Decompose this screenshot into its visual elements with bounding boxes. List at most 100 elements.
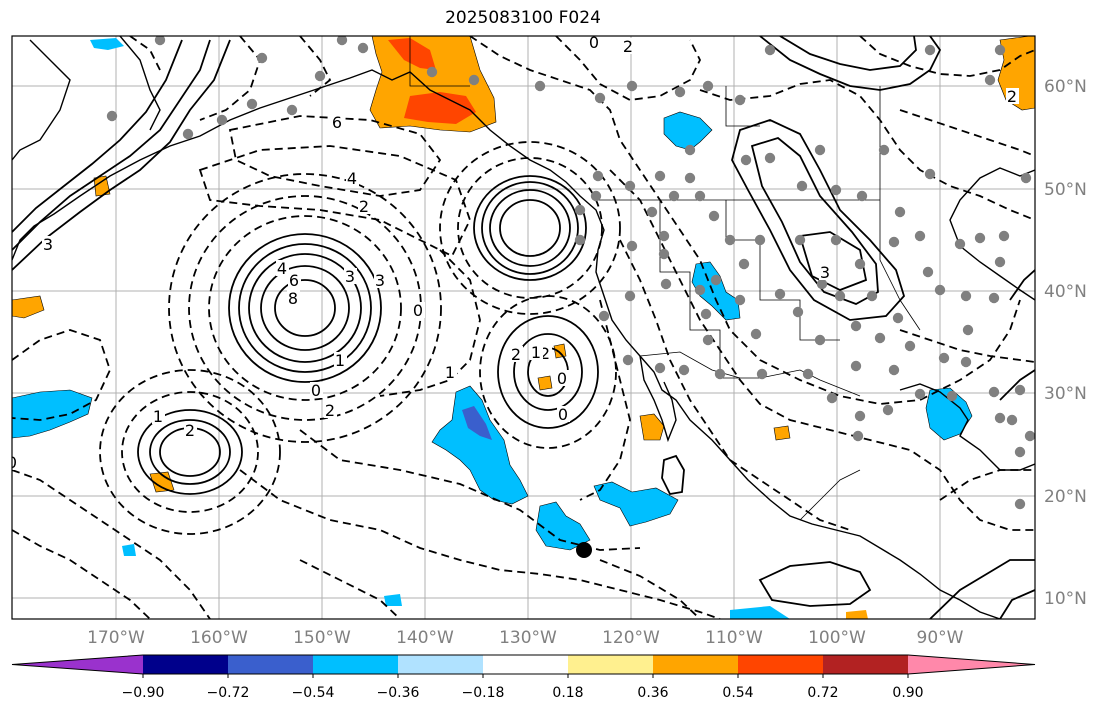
station-dot <box>994 412 1006 424</box>
station-dot <box>708 210 720 222</box>
station-dot <box>668 190 680 202</box>
lon-label: 160°W <box>190 628 248 648</box>
contour-label-bg <box>344 268 357 284</box>
contour-label-bg <box>346 170 359 186</box>
contour-label: 2 <box>623 37 633 56</box>
station-dot <box>830 234 842 246</box>
contour-label: 1 <box>335 351 345 370</box>
map-panel <box>12 36 1035 619</box>
colorbar-tick-label: 0.90 <box>892 685 923 701</box>
station-dot <box>678 364 690 376</box>
station-dot <box>984 74 996 86</box>
station-dot <box>182 128 194 140</box>
coastlines <box>12 36 1035 619</box>
station-dot <box>994 44 1006 56</box>
station-dot <box>764 152 776 164</box>
lat-label: 10°N <box>1044 589 1087 609</box>
lon-label: 110°W <box>705 628 763 648</box>
station-dot <box>816 278 828 290</box>
station-dot <box>988 386 1000 398</box>
station-dot <box>590 190 602 202</box>
contour-label-bg <box>412 302 425 318</box>
station-markers <box>106 36 1035 510</box>
station-dot <box>934 284 946 296</box>
colorbar-tick-label: 0.18 <box>552 685 583 701</box>
graticule <box>12 36 1035 619</box>
station-dot <box>574 234 586 246</box>
contour-label-bg <box>12 454 19 470</box>
storm-marker <box>576 542 592 558</box>
colorbar-segment <box>738 655 823 674</box>
contour-label-bg <box>331 114 344 130</box>
lon-label: 120°W <box>602 628 660 648</box>
station-dot <box>962 324 974 336</box>
station-dot <box>654 362 666 374</box>
colorbar-segment <box>143 655 228 674</box>
station-dot <box>106 110 118 122</box>
station-dot <box>654 170 666 182</box>
lon-label: 140°W <box>396 628 454 648</box>
station-dot <box>750 328 762 340</box>
contour-label-bg <box>1006 88 1019 104</box>
contour-label: 6 <box>332 113 342 132</box>
contour-label: 4 <box>277 259 287 278</box>
station-dot <box>802 368 814 380</box>
station-dot <box>646 206 658 218</box>
contour-label: 0 <box>558 405 568 424</box>
lon-label: 170°W <box>87 628 145 648</box>
colorbar-segment <box>568 655 653 674</box>
contour-label-bg <box>288 272 301 288</box>
contour-label: 0 <box>311 381 321 400</box>
station-dot <box>658 230 670 242</box>
contour-label-bg <box>622 38 635 54</box>
station-dot <box>624 180 636 192</box>
station-dot <box>694 190 706 202</box>
contour-label-bg <box>276 260 289 276</box>
station-dot <box>796 180 808 192</box>
station-dot <box>888 364 900 376</box>
colorbar-segment <box>823 655 908 674</box>
station-dot <box>814 144 826 156</box>
station-dot <box>994 256 1006 268</box>
contour-label-bg <box>310 382 323 398</box>
station-dot <box>336 36 348 46</box>
dashed-contours <box>12 36 1035 619</box>
colorbar-tick-label: −0.90 <box>122 685 165 701</box>
contour-label: 1 <box>153 407 163 426</box>
lon-label: 90°W <box>917 628 964 648</box>
station-dot <box>702 80 714 92</box>
station-dot <box>852 430 864 442</box>
contour-label-bg <box>334 352 347 368</box>
colorbar-tick-label: −0.18 <box>462 685 505 701</box>
station-dot <box>922 266 934 278</box>
station-dot <box>914 388 926 400</box>
contour-label: 0 <box>7 453 17 472</box>
station-dot <box>904 340 916 352</box>
lat-label: 60°N <box>1044 77 1087 97</box>
station-dot <box>734 94 746 106</box>
contour-label: 8 <box>288 289 298 308</box>
station-dot <box>854 410 866 422</box>
station-dot <box>534 80 546 92</box>
station-dot <box>892 312 904 324</box>
station-dot <box>622 354 634 366</box>
station-dot <box>814 334 826 346</box>
station-dot <box>626 80 638 92</box>
station-dot <box>1024 430 1035 442</box>
contour-label: 4 <box>347 169 357 188</box>
colorbar-tick-label: −0.54 <box>292 685 335 701</box>
contour-label-bg <box>152 408 165 424</box>
station-dot <box>724 234 736 246</box>
station-dot <box>960 356 972 368</box>
station-dot <box>1020 172 1032 184</box>
latitude-labels: 60°N 50°N 40°N 30°N 20°N 10°N <box>1044 77 1087 609</box>
colorbar-segment <box>12 655 143 674</box>
map-border <box>11 35 1036 620</box>
contour-label: 6 <box>289 271 299 290</box>
station-dot <box>998 230 1010 242</box>
contour-label: 1 <box>531 343 541 362</box>
contour-label-bg <box>444 364 457 380</box>
map-title: 2025083100 F024 <box>445 8 601 28</box>
station-dot <box>792 306 804 318</box>
contour-label-bg <box>42 236 55 252</box>
